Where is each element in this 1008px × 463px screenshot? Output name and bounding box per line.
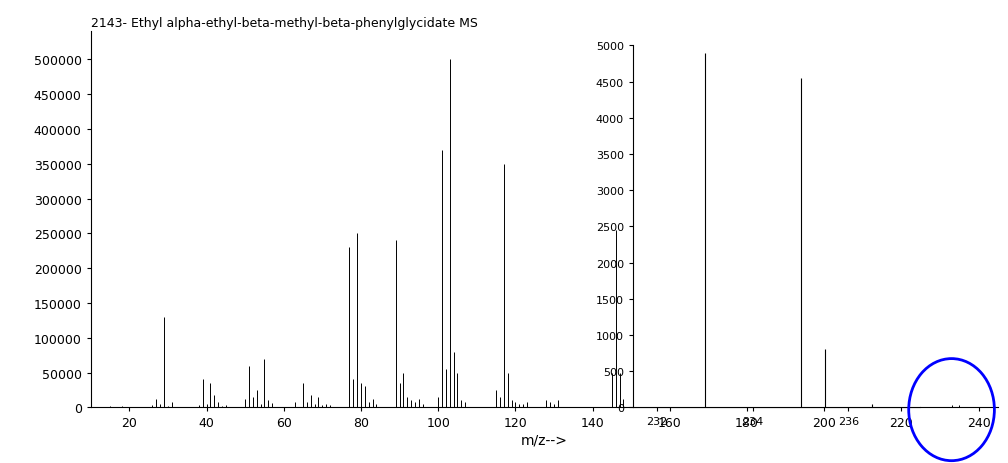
X-axis label: m/z-->: m/z--> — [521, 432, 568, 446]
Text: 2143- Ethyl alpha-ethyl-beta-methyl-beta-phenylglycidate MS: 2143- Ethyl alpha-ethyl-beta-methyl-beta… — [91, 17, 478, 30]
